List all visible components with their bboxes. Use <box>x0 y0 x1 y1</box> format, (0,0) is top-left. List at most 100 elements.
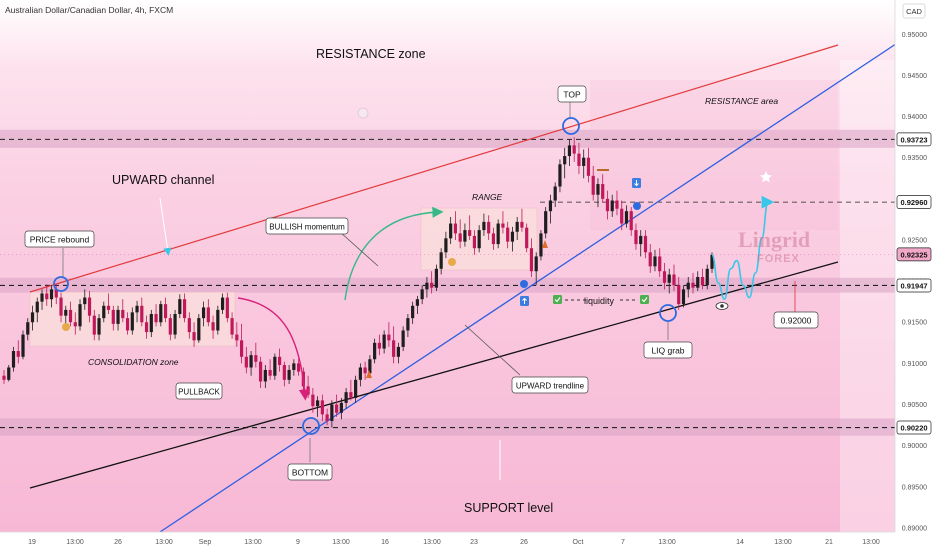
y-tick-label: 0.89000 <box>902 525 927 532</box>
candle-body <box>211 322 215 331</box>
currency-box[interactable] <box>902 3 926 19</box>
candle-body <box>258 361 263 382</box>
candle-body <box>430 282 434 288</box>
candle-body <box>453 223 458 234</box>
candle-body <box>344 392 348 403</box>
candle-body <box>78 304 82 327</box>
candle-body <box>529 248 534 272</box>
candle-body <box>68 309 73 323</box>
candle-body <box>710 254 714 269</box>
rebound-marker <box>53 276 69 292</box>
price-tag-box <box>896 420 932 435</box>
candle-body <box>73 322 77 327</box>
candle-body <box>368 359 372 374</box>
y-tick-label: 0.93500 <box>902 155 927 162</box>
symbol-title: Australian Dollar/Canadian Dollar, 4h, F… <box>5 5 173 15</box>
candle-body <box>620 208 624 224</box>
upward-channel-label: UPWARD channel <box>112 173 214 187</box>
pullback-arrow <box>237 297 311 401</box>
candle-body <box>45 293 49 300</box>
candle-body <box>629 211 633 231</box>
zone-band-1 <box>0 277 895 293</box>
candle-body <box>596 184 600 195</box>
candle-body <box>667 274 671 283</box>
watermark-sub: FOREX <box>757 253 800 265</box>
eye-pupil-icon <box>720 304 724 308</box>
candle-body <box>491 233 496 245</box>
x-tick-label: 14 <box>736 539 744 546</box>
candle-body <box>373 342 377 360</box>
check-glyph-icon <box>554 297 561 303</box>
price-tag-box <box>896 278 932 293</box>
price-tag-box <box>896 247 932 262</box>
candle-body <box>401 330 405 347</box>
resistance-area-label: RESISTANCE area <box>705 96 778 106</box>
upward-trendline[interactable] <box>159 19 932 533</box>
top-callout: TOP <box>557 85 587 103</box>
price-rebound-callout: PRICE rebound <box>24 230 95 248</box>
candle-body <box>396 346 400 357</box>
candle-body <box>2 375 6 380</box>
flag-icon <box>357 107 369 119</box>
candle-body <box>187 318 191 333</box>
candle-body <box>354 379 358 398</box>
candle-body <box>567 145 572 157</box>
bottom-marker <box>302 417 320 435</box>
candle-body <box>268 369 272 376</box>
candle-body <box>434 268 439 288</box>
y-tick-label: 0.90500 <box>902 402 927 409</box>
price-axis[interactable] <box>895 0 932 550</box>
candle-body <box>40 293 44 302</box>
x-tick-label: 13:00 <box>155 539 173 546</box>
range-label: RANGE <box>472 192 503 202</box>
star-icon <box>759 171 773 183</box>
candle-body <box>297 363 301 372</box>
candle-body <box>87 297 92 316</box>
candle-body <box>339 402 343 413</box>
candle-body <box>377 342 381 349</box>
candle-body <box>653 256 657 267</box>
candle-body <box>572 145 576 154</box>
candle-body <box>444 238 448 253</box>
price-tag-label: 0.93723 <box>900 135 927 144</box>
momentum-arrow <box>344 206 444 301</box>
candle-body <box>292 363 296 370</box>
candle-body <box>639 235 643 245</box>
candle-body <box>220 297 225 310</box>
candle-body <box>534 256 538 272</box>
candle-body <box>392 340 396 357</box>
rocket-icon-2 <box>542 240 548 248</box>
candle-body <box>54 289 58 298</box>
price-tag-label: 0.92960 <box>900 198 927 207</box>
candle-body <box>544 211 548 234</box>
x-tick-label: Oct <box>573 539 584 546</box>
x-tick-label: 21 <box>825 539 833 546</box>
trendline-pointer <box>464 324 521 376</box>
candle-body <box>634 230 638 245</box>
candle-body <box>168 318 172 335</box>
top-label: TOP <box>563 90 581 100</box>
candle-body <box>677 285 681 305</box>
candle-body <box>26 322 30 335</box>
bullish-momentum-callout: BULLISH momentum <box>265 217 349 235</box>
candle-body <box>244 356 248 368</box>
candle-body <box>582 157 586 166</box>
x-tick-label: 13:00 <box>66 539 84 546</box>
support-trendline[interactable] <box>29 261 839 489</box>
candle-body <box>415 299 419 306</box>
upward-trendline-callout: UPWARD trendline <box>511 376 589 394</box>
y-tick-label: 0.95000 <box>902 32 927 39</box>
pullback-label: PULLBACK <box>178 388 220 397</box>
candle-body <box>230 318 234 335</box>
candle-body <box>591 175 595 195</box>
candle-body <box>610 200 614 212</box>
candle-body <box>515 221 519 232</box>
check-glyph-icon-2 <box>641 297 648 303</box>
candle-body <box>135 305 139 313</box>
time-axis[interactable] <box>0 532 932 550</box>
watermark-brand: Lingrid <box>738 227 810 252</box>
trend-break-dot <box>633 202 641 210</box>
candle-body <box>648 252 652 267</box>
